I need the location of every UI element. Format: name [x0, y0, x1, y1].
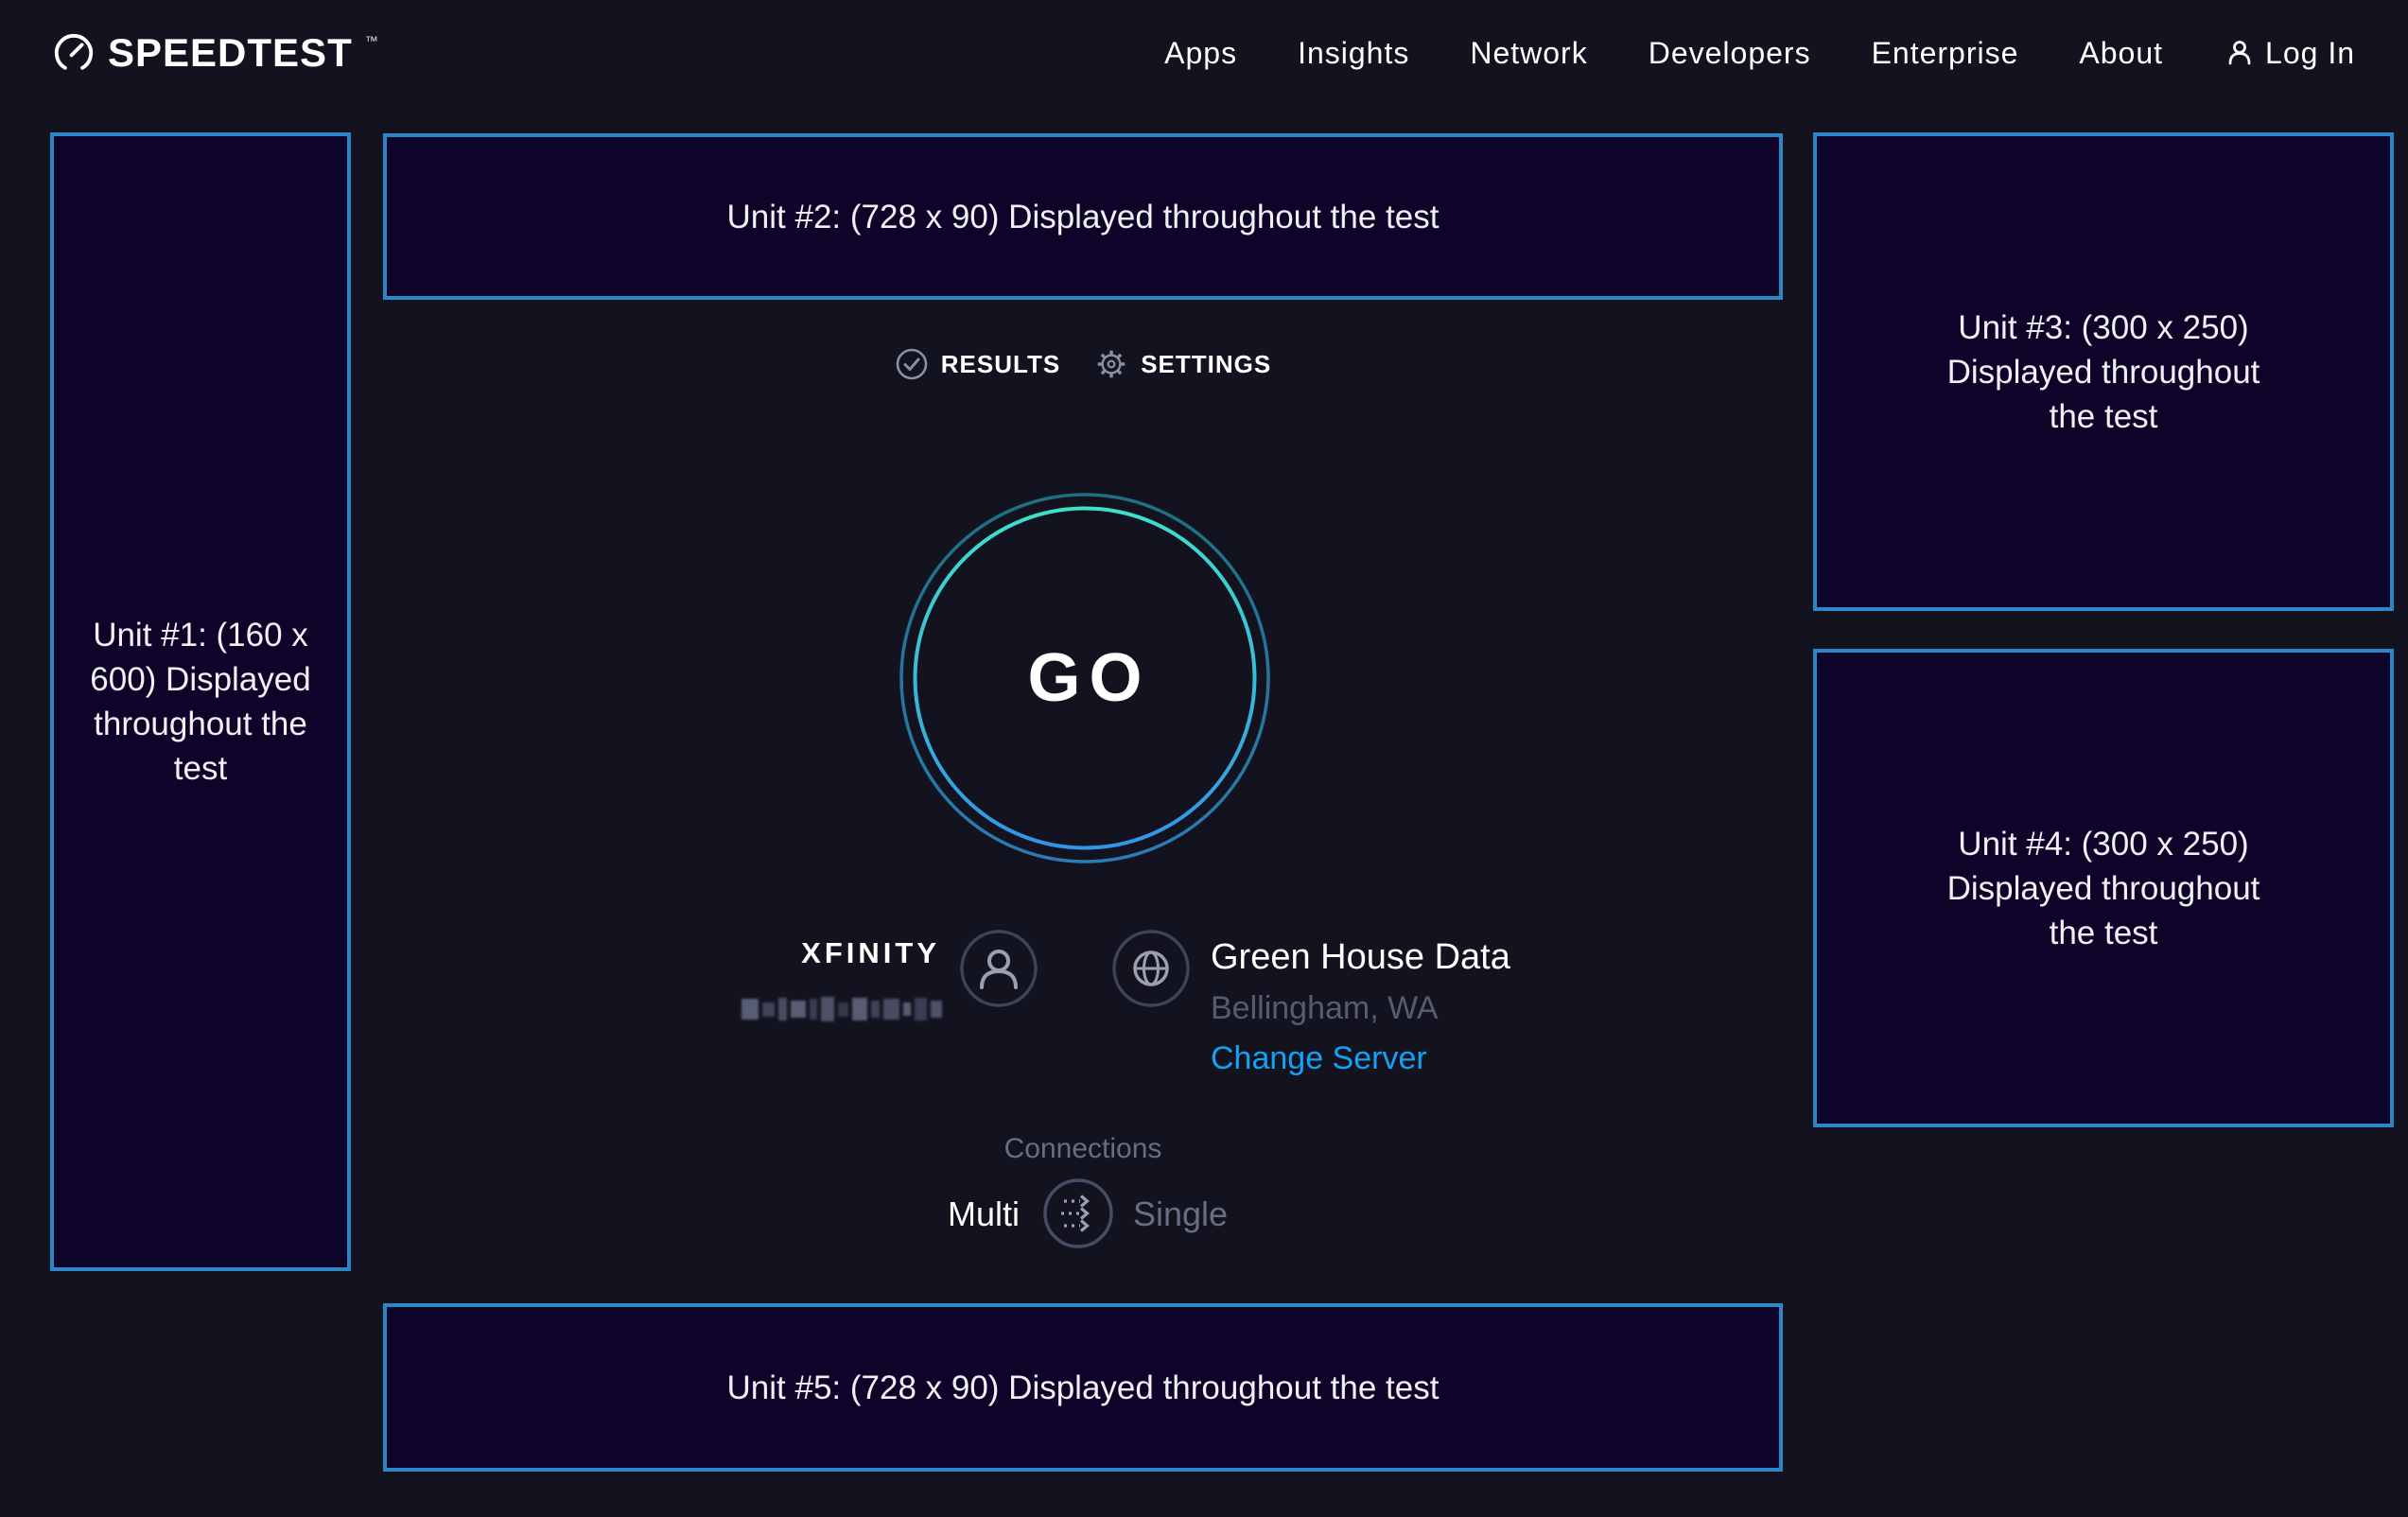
- go-button-rings: [899, 493, 1270, 863]
- view-tabs: RESULTS SETTINGS: [383, 343, 1783, 385]
- nav-item-network[interactable]: Network: [1470, 35, 1588, 70]
- tab-settings[interactable]: SETTINGS: [1094, 347, 1271, 381]
- nav-item-about[interactable]: About: [2079, 35, 2164, 70]
- ad-unit-4-text: Unit #4: (300 x 250) Displayed throughou…: [1946, 825, 2260, 951]
- check-circle-icon: [896, 348, 928, 380]
- settings-tab-label: SETTINGS: [1141, 349, 1272, 378]
- trademark-mark: ™: [364, 33, 378, 48]
- connections-single-option[interactable]: Single: [1133, 1194, 1229, 1233]
- isp-name: XFINITY: [801, 936, 940, 969]
- connections-multi-option[interactable]: Multi: [947, 1194, 1020, 1233]
- top-nav-bar: SPEEDTEST ™ Apps Insights Network Develo…: [0, 0, 2408, 106]
- logo-wordmark: SPEEDTEST: [108, 30, 353, 75]
- person-icon: [2228, 41, 2251, 65]
- go-button[interactable]: GO: [886, 480, 1283, 877]
- speedtest-logo[interactable]: SPEEDTEST ™: [52, 0, 378, 106]
- nav-item-enterprise[interactable]: Enterprise: [1871, 35, 2019, 70]
- server-name: Green House Data: [1211, 937, 1510, 977]
- tab-results[interactable]: RESULTS: [895, 347, 1060, 381]
- ad-unit-5[interactable]: Unit #5: (728 x 90) Displayed throughout…: [383, 1303, 1783, 1472]
- login-label: Log In: [2265, 35, 2355, 70]
- ad-unit-1-text: Unit #1: (160 x 600) Displayed throughou…: [90, 617, 311, 787]
- ad-unit-3[interactable]: Unit #3: (300 x 250) Displayed throughou…: [1813, 132, 2394, 611]
- primary-nav: Apps Insights Network Developers Enterpr…: [1164, 0, 2355, 106]
- ad-unit-5-text: Unit #5: (728 x 90) Displayed throughout…: [726, 1369, 1440, 1406]
- results-tab-label: RESULTS: [940, 349, 1061, 378]
- ad-unit-3-text: Unit #3: (300 x 250) Displayed throughou…: [1946, 308, 2260, 435]
- connections-heading: Connections: [1003, 1133, 1162, 1164]
- server-location: Bellingham, WA: [1211, 990, 1439, 1026]
- ad-unit-2-text: Unit #2: (728 x 90) Displayed throughout…: [726, 198, 1440, 235]
- globe-circle-icon: [1112, 930, 1190, 1007]
- ad-unit-4[interactable]: Unit #4: (300 x 250) Displayed throughou…: [1813, 649, 2394, 1127]
- go-button-label: GO: [1027, 640, 1151, 716]
- speedtest-gauge-icon: [54, 34, 94, 70]
- ad-unit-1[interactable]: Unit #1: (160 x 600) Displayed throughou…: [50, 132, 351, 1271]
- person-circle-icon: [960, 930, 1038, 1007]
- ad-unit-2[interactable]: Unit #2: (728 x 90) Displayed throughout…: [383, 133, 1783, 300]
- nav-item-developers[interactable]: Developers: [1648, 35, 1811, 70]
- nav-item-insights[interactable]: Insights: [1298, 35, 1410, 70]
- change-server-link[interactable]: Change Server: [1211, 1040, 1427, 1076]
- censored-ip: [742, 996, 942, 1022]
- login-button[interactable]: Log In: [2224, 36, 2355, 71]
- nav-item-apps[interactable]: Apps: [1164, 35, 1238, 70]
- gear-icon: [1097, 350, 1125, 378]
- connection-mode-toggle[interactable]: [1042, 1177, 1114, 1249]
